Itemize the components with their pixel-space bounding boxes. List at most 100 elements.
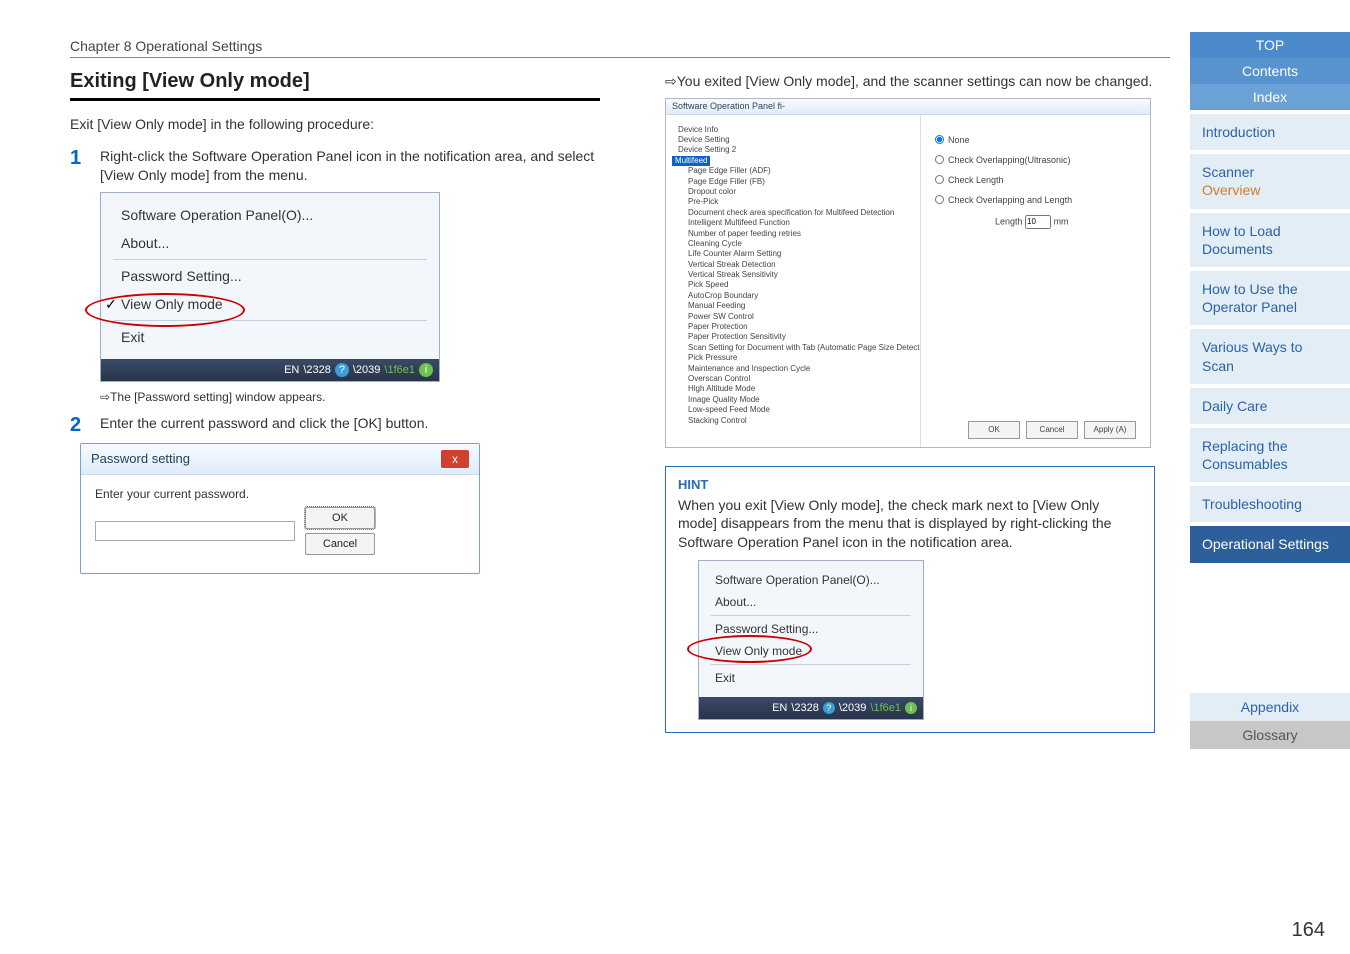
tree-item[interactable]: Pick Speed [672,280,914,290]
hint-menu-item[interactable]: View Only mode [699,640,923,662]
length-input[interactable] [1025,215,1051,229]
tree-item[interactable]: Device Setting [672,135,914,145]
right-column: You exited [View Only mode], and the sca… [665,72,1155,733]
nav-item-scanner-overview[interactable]: ScannerOverview [1190,154,1350,208]
tree-item[interactable]: Paper Protection Sensitivity [672,332,914,342]
radio-none[interactable]: None [935,135,1136,145]
nav-appendix[interactable]: Appendix [1190,693,1350,721]
nav-item-troubleshooting[interactable]: Troubleshooting [1190,486,1350,522]
step-2-text: Enter the current password and click the… [100,414,428,434]
menu-item-sop[interactable]: Software Operation Panel(O)... [101,201,439,229]
password-dialog-titlebar: Password setting x [81,444,479,475]
step-2-number: 2 [70,414,100,437]
tray-help-icon: ? [823,702,835,714]
tree-item[interactable]: Dropout color [672,187,914,197]
nav-contents[interactable]: Contents [1190,58,1350,84]
hint-text: When you exit [View Only mode], the chec… [678,496,1142,553]
tree-item[interactable]: Vertical Streak Detection [672,260,914,270]
password-dialog-body: Enter your current password. OK Cancel [81,475,479,573]
tray-info-icon: i [905,702,917,714]
tree-item[interactable]: Scan Setting for Document with Tab (Auto… [672,343,914,353]
tree-item[interactable]: Document check area specification for Mu… [672,208,914,218]
radio-label: None [948,135,970,145]
intro-paragraph: Exit [View Only mode] in the following p… [70,115,610,135]
tray-shield-icon: \1f6e1 [384,364,415,376]
menu-item-password[interactable]: Password Setting... [101,262,439,290]
tree-item[interactable]: Vertical Streak Sensitivity [672,270,914,280]
tray-help-icon: ? [335,363,349,377]
tree-item[interactable]: Intelligent Multifeed Function [672,218,914,228]
menu-divider-2 [113,320,427,321]
tree-item[interactable]: Page Edge Filler (FB) [672,177,914,187]
sop-cancel-button[interactable]: Cancel [1026,421,1078,439]
tree-item[interactable]: Power SW Control [672,312,914,322]
ok-button[interactable]: OK [305,507,375,529]
password-dialog: Password setting x Enter your current pa… [80,443,480,574]
nav-item-operational-settings[interactable]: Operational Settings [1190,526,1350,562]
tree-item[interactable]: Stacking Control [672,416,914,426]
radio-label: Check Overlapping(Ultrasonic) [948,155,1071,165]
sop-window: Software Operation Panel fi- Device Info… [665,98,1151,448]
close-button[interactable]: x [441,450,469,468]
nav-index[interactable]: Index [1190,84,1350,110]
tree-item[interactable]: Manual Feeding [672,301,914,311]
tree-item[interactable]: Life Counter Alarm Setting [672,249,914,259]
radio-input[interactable] [935,175,944,184]
radio-length[interactable]: Check Length [935,175,1136,185]
menu-item-about[interactable]: About... [101,229,439,257]
menu-divider [113,259,427,260]
nav-item-daily-care[interactable]: Daily Care [1190,388,1350,424]
hint-box: HINT When you exit [View Only mode], the… [665,466,1155,734]
tree-item[interactable]: Device Info [672,125,914,135]
hint-menu-item[interactable]: Password Setting... [699,618,923,640]
nav-item-consumables[interactable]: Replacing the Consumables [1190,428,1350,482]
page: Chapter 8 Operational Settings Exiting [… [0,0,1350,954]
nav-top[interactable]: TOP [1190,32,1350,58]
step-2: 2 Enter the current password and click t… [70,414,610,437]
tree-item[interactable]: Cleaning Cycle [672,239,914,249]
context-menu-list: Software Operation Panel(O)... About... … [101,193,439,359]
left-column: Exit [View Only mode] in the following p… [70,115,610,574]
tree-item[interactable]: AutoCrop Boundary [672,291,914,301]
nav-glossary[interactable]: Glossary [1190,721,1350,749]
sop-body: Device Info Device Setting Device Settin… [666,115,1150,447]
nav-item-introduction[interactable]: Introduction [1190,114,1350,150]
hint-menu-item[interactable]: About... [699,591,923,613]
step-1-result: The [Password setting] window appears. [100,390,610,404]
tree-item[interactable]: Paper Protection [672,322,914,332]
tree-item[interactable]: Pick Pressure [672,353,914,363]
tree-item[interactable]: High Altitude Mode [672,384,914,394]
sop-apply-button[interactable]: Apply (A) [1084,421,1136,439]
nav-item-operator-panel[interactable]: How to Use the Operator Panel [1190,271,1350,325]
tree-item[interactable]: Image Quality Mode [672,395,914,405]
nav-item-load-docs[interactable]: How to Load Documents [1190,213,1350,267]
tree-item[interactable]: Pre-Pick [672,197,914,207]
hint-menu-item[interactable]: Software Operation Panel(O)... [699,569,923,591]
menu-item-view-only[interactable]: View Only mode [101,290,439,318]
menu-item-exit[interactable]: Exit [101,323,439,351]
tree-item[interactable]: Maintenance and Inspection Cycle [672,364,914,374]
nav-item-various-ways[interactable]: Various Ways to Scan [1190,329,1350,383]
sop-dialog-buttons: OK Cancel Apply (A) [968,421,1136,439]
password-label: Enter your current password. [95,487,465,501]
cancel-button[interactable]: Cancel [305,533,375,555]
radio-input[interactable] [935,155,944,164]
tree-item[interactable]: Device Setting 2 [672,145,914,155]
radio-both[interactable]: Check Overlapping and Length [935,195,1136,205]
radio-input[interactable] [935,195,944,204]
password-input[interactable] [95,521,295,541]
tree-item[interactable]: Number of paper feeding retries [672,229,914,239]
radio-overlap[interactable]: Check Overlapping(Ultrasonic) [935,155,1136,165]
radio-input[interactable] [935,135,944,144]
hint-tray: EN \2328 ? \2039 \1f6e1 i [699,697,923,719]
menu-divider [711,664,911,665]
length-field-row: Length mm [995,215,1136,229]
hint-menu-item[interactable]: Exit [699,667,923,689]
tree-item[interactable]: Overscan Control [672,374,914,384]
side-navigation: TOP Contents Index Introduction ScannerO… [1190,32,1350,749]
sop-ok-button[interactable]: OK [968,421,1020,439]
tree-item[interactable]: Low-speed Feed Mode [672,405,914,415]
tree-item[interactable]: Page Edge Filler (ADF) [672,166,914,176]
tray-keyboard-icon: \2328 [303,364,331,376]
tree-item-selected[interactable]: Multifeed [672,156,710,166]
